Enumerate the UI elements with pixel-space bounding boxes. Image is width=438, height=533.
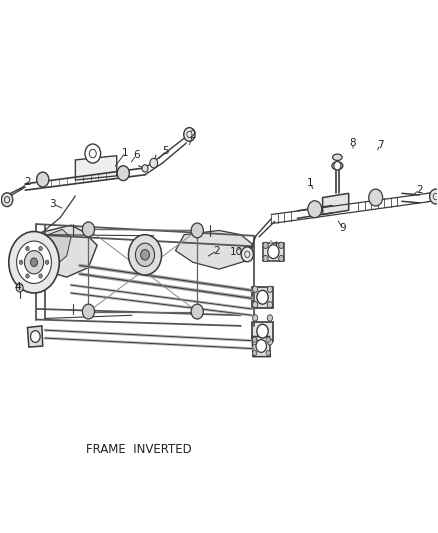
Circle shape	[334, 161, 341, 170]
Text: 2: 2	[213, 246, 220, 256]
Circle shape	[37, 172, 49, 187]
Text: 6: 6	[133, 150, 140, 160]
Polygon shape	[176, 230, 254, 269]
Polygon shape	[36, 229, 71, 268]
Circle shape	[253, 315, 258, 321]
Circle shape	[117, 166, 129, 181]
Circle shape	[26, 246, 29, 251]
Circle shape	[25, 251, 44, 274]
Text: 8: 8	[350, 139, 357, 149]
Text: 2: 2	[190, 130, 196, 140]
Circle shape	[253, 337, 257, 342]
Circle shape	[267, 315, 272, 321]
Circle shape	[128, 235, 162, 275]
Text: 10: 10	[230, 247, 243, 257]
Circle shape	[268, 245, 279, 259]
Circle shape	[142, 165, 148, 172]
Text: 1: 1	[122, 148, 129, 158]
Circle shape	[1, 193, 13, 207]
Circle shape	[253, 302, 258, 308]
Polygon shape	[28, 326, 43, 347]
Circle shape	[253, 338, 258, 345]
Polygon shape	[252, 336, 270, 357]
Circle shape	[46, 260, 49, 264]
Circle shape	[135, 243, 155, 266]
Circle shape	[191, 223, 203, 238]
Circle shape	[19, 260, 23, 264]
Circle shape	[82, 222, 95, 237]
Circle shape	[82, 304, 95, 319]
Circle shape	[263, 242, 268, 248]
Circle shape	[31, 258, 38, 266]
Circle shape	[267, 338, 272, 345]
Circle shape	[279, 255, 284, 262]
Text: 1: 1	[307, 177, 314, 188]
Polygon shape	[75, 156, 117, 180]
Circle shape	[253, 286, 258, 293]
Circle shape	[279, 242, 284, 248]
Text: 9: 9	[340, 223, 346, 233]
Ellipse shape	[332, 162, 343, 169]
Text: 2: 2	[416, 184, 423, 195]
Circle shape	[267, 302, 272, 308]
Circle shape	[308, 201, 322, 217]
Polygon shape	[262, 243, 284, 261]
Circle shape	[85, 144, 101, 163]
Text: 2: 2	[24, 176, 31, 187]
Circle shape	[184, 127, 195, 141]
Text: 5: 5	[162, 146, 169, 156]
Circle shape	[430, 189, 438, 204]
Circle shape	[257, 290, 268, 304]
Polygon shape	[23, 225, 97, 277]
Circle shape	[141, 249, 149, 260]
Circle shape	[267, 286, 272, 293]
Text: 4: 4	[14, 281, 21, 292]
Circle shape	[17, 241, 51, 284]
Circle shape	[256, 340, 266, 352]
Polygon shape	[322, 193, 349, 215]
Circle shape	[266, 337, 270, 342]
Text: FRAME  INVERTED: FRAME INVERTED	[85, 443, 191, 456]
Circle shape	[39, 246, 42, 251]
Circle shape	[257, 324, 268, 338]
Circle shape	[16, 284, 23, 292]
Circle shape	[241, 247, 253, 262]
Circle shape	[150, 158, 158, 168]
Circle shape	[263, 255, 268, 262]
Polygon shape	[252, 287, 273, 308]
Polygon shape	[252, 322, 273, 341]
Circle shape	[253, 350, 257, 356]
Circle shape	[39, 274, 42, 278]
Circle shape	[9, 231, 59, 293]
Circle shape	[369, 189, 383, 206]
Circle shape	[266, 350, 270, 356]
Circle shape	[31, 330, 40, 342]
Text: 3: 3	[49, 199, 56, 209]
Circle shape	[26, 274, 29, 278]
Text: 7: 7	[377, 140, 383, 150]
Circle shape	[191, 304, 203, 319]
Ellipse shape	[332, 154, 342, 160]
